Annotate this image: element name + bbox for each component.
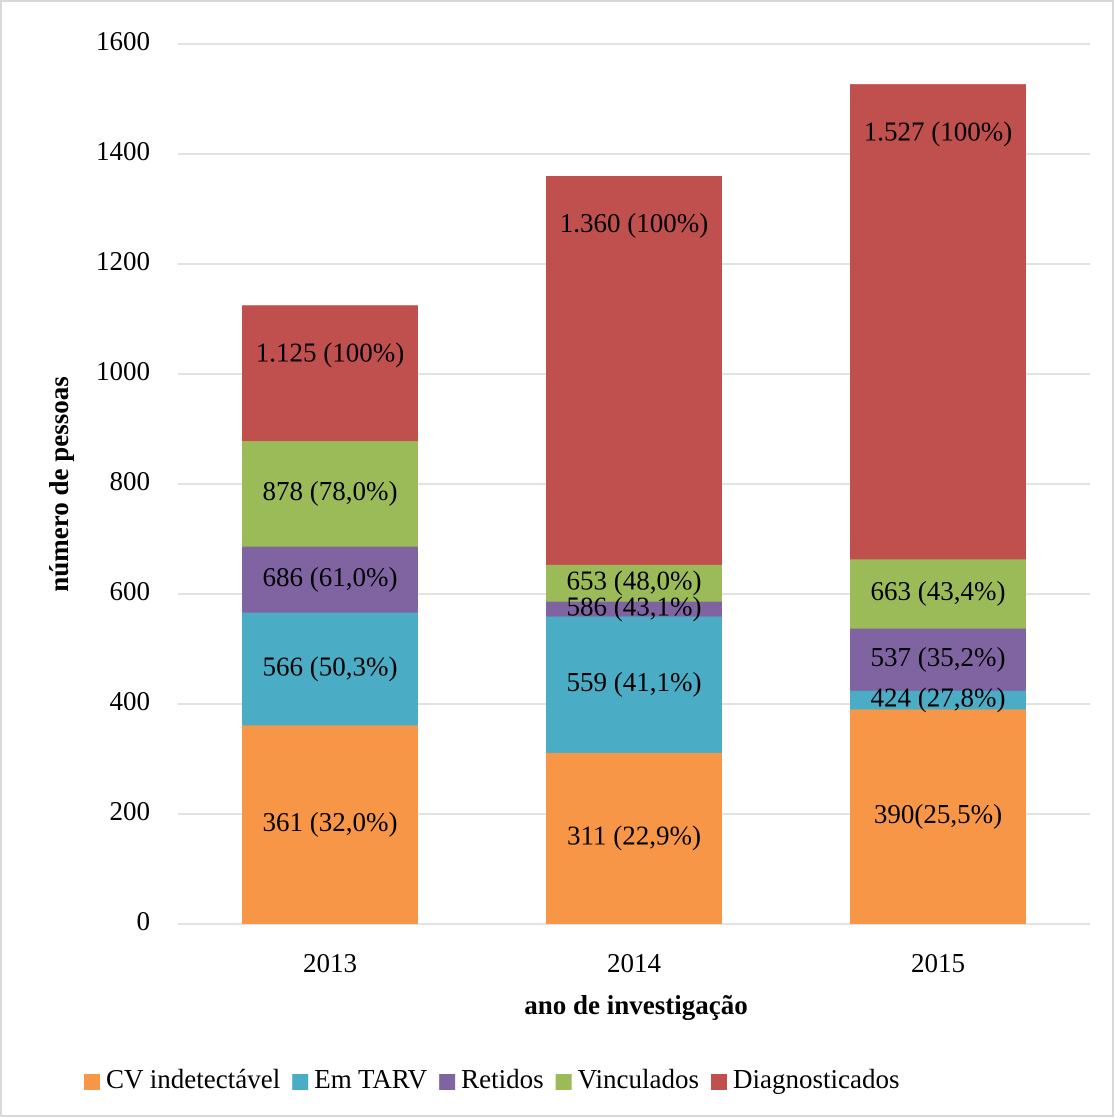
bar (546, 752, 722, 924)
value-label: 878 (78,0%) (263, 476, 398, 506)
y-axis-title: número de pessoas (44, 376, 74, 592)
value-label: 566 (50,3%) (263, 651, 398, 681)
legend-swatch (292, 1074, 309, 1090)
value-label: 537 (35,2%) (871, 642, 1006, 672)
y-tick-label: 1600 (96, 26, 150, 56)
legend-label: CV indetectável (106, 1064, 280, 1094)
value-label: 586 (43,1%) (567, 591, 702, 621)
value-label: 361 (32,0%) (263, 807, 398, 837)
x-axis-title: ano de investigação (524, 990, 748, 1020)
x-tick-label: 2015 (911, 948, 965, 978)
legend-swatch (711, 1074, 728, 1090)
value-label: 559 (41,1%) (567, 667, 702, 697)
value-label: 653 (48,0%) (567, 565, 702, 595)
x-tick-label: 2014 (607, 948, 662, 978)
y-tick-label: 1200 (96, 246, 150, 276)
y-tick-label: 0 (137, 906, 151, 936)
value-labels: 361 (32,0%) 311 (22,9%) 390(25,5%) 566 (50,… (256, 116, 1012, 850)
value-label: 686 (61,0%) (263, 562, 398, 592)
value-label: 424 (27,8%) (871, 682, 1006, 712)
value-label: 390(25,5%) (874, 799, 1002, 829)
value-label: 311 (22,9%) (567, 821, 701, 851)
legend-label: Vinculados (578, 1064, 699, 1094)
legend-label: Retidos (461, 1064, 544, 1094)
value-label: 1.125 (100%) (256, 337, 404, 367)
legend-swatch (84, 1074, 100, 1090)
x-tick-label: 2013 (303, 948, 357, 978)
bars (242, 84, 1026, 924)
y-tick-label: 800 (110, 466, 151, 496)
legend: CV indetectável Em TARV Retidos Vinculados D… (84, 1064, 900, 1094)
y-tick-label: 1000 (96, 356, 150, 386)
value-label: 663 (43,4%) (871, 576, 1006, 606)
y-tick-label: 400 (110, 686, 151, 716)
y-tick-label: 1400 (96, 136, 150, 166)
legend-swatch (439, 1074, 456, 1090)
bar (850, 709, 1026, 924)
legend-label: Diagnosticados (733, 1064, 899, 1094)
value-label: 1.360 (100%) (560, 208, 708, 238)
y-tick-label: 200 (110, 796, 151, 826)
legend-swatch (555, 1074, 572, 1090)
bar (242, 725, 418, 924)
legend-label: Em TARV (314, 1064, 427, 1094)
y-tick-label: 600 (110, 576, 151, 606)
value-label: 1.527 (100%) (864, 116, 1012, 146)
